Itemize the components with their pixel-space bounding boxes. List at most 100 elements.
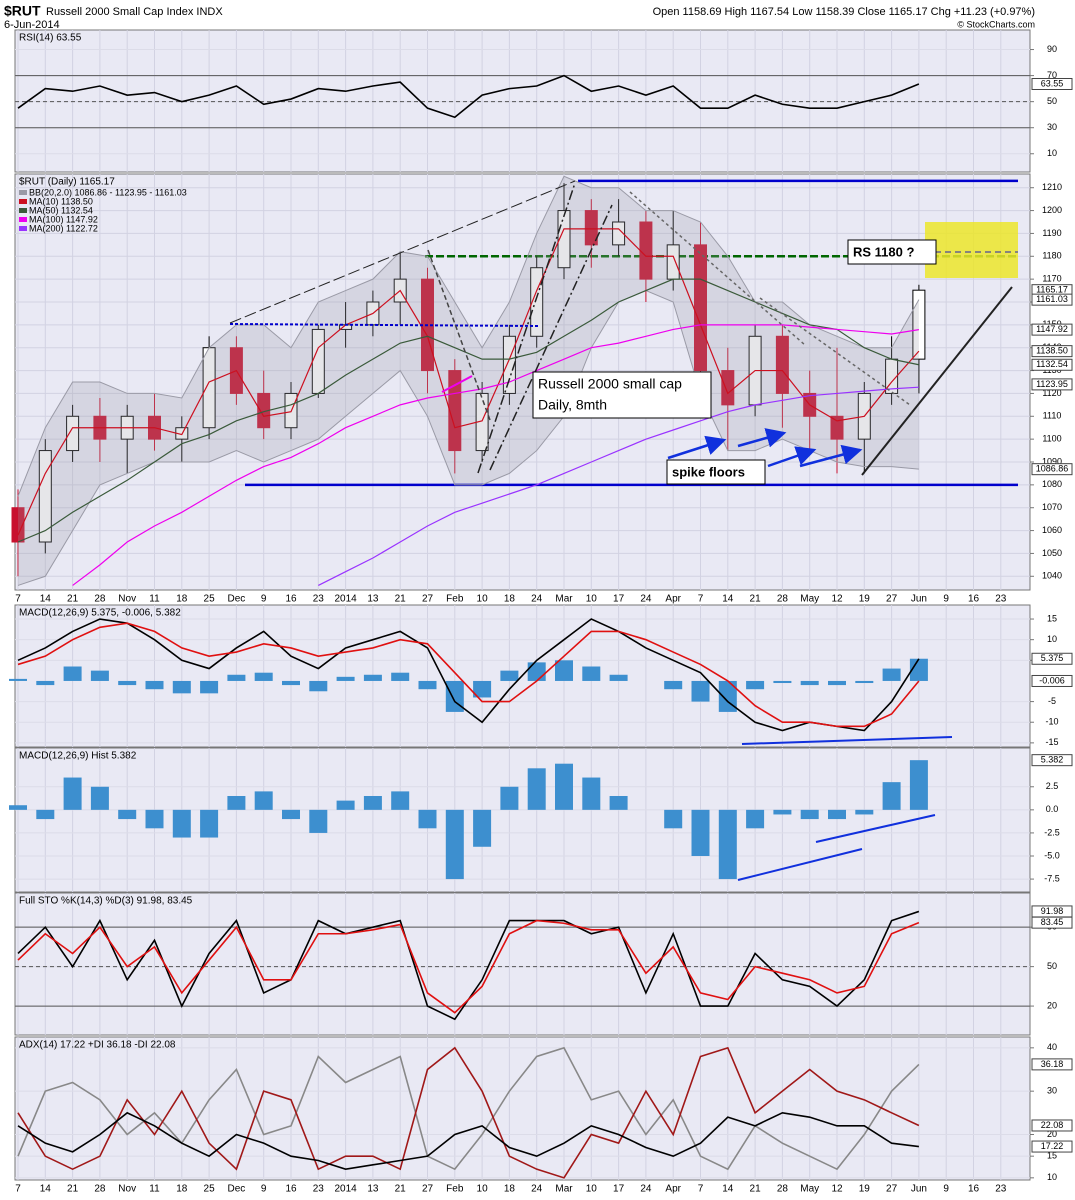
candle-body	[612, 221, 626, 246]
value-tag	[1031, 652, 1073, 665]
x-tick-label: 28	[94, 1184, 106, 1195]
y-tick-label: 1170	[1042, 274, 1061, 284]
bar	[664, 809, 683, 829]
bar	[828, 809, 846, 820]
bar	[63, 777, 82, 810]
y-tick-label: 30	[1047, 122, 1057, 132]
y-tick-label: 50	[1047, 96, 1057, 106]
x-tick-label: 9	[943, 1184, 949, 1195]
trend-line	[441, 375, 473, 393]
legend-swatch	[19, 190, 27, 195]
bar	[500, 670, 519, 681]
credit: © StockCharts.com	[957, 19, 1035, 29]
bar	[309, 680, 328, 692]
value-tag-label: 1138.50	[1036, 346, 1068, 356]
bar	[118, 809, 137, 820]
x-tick-label: Apr	[665, 1184, 681, 1195]
value-tag	[1031, 345, 1073, 358]
panel-title: MACD(12,26,9) Hist 5.382	[19, 751, 137, 762]
x-tick-label: Mar	[555, 594, 573, 605]
bar	[855, 680, 874, 684]
bar	[473, 809, 492, 847]
panel-title: $RUT (Daily) 1165.17	[19, 177, 115, 188]
x-tick-label: Apr	[665, 594, 681, 605]
y-tick-label: -5.0	[1044, 850, 1060, 860]
bar	[172, 809, 191, 838]
y-tick-label: 1100	[1042, 434, 1061, 444]
value-tag-label: 22.08	[1041, 1120, 1064, 1130]
bar	[309, 809, 328, 833]
value-tag-label: 1165.17	[1036, 285, 1068, 295]
x-tick-label: 21	[750, 1184, 762, 1195]
note: Russell 2000 small cap	[538, 376, 682, 392]
legend-label: MA(10) 1138.50	[29, 196, 93, 206]
value-tag-label: 5.375	[1041, 653, 1064, 663]
value-tag-label: 1147.92	[1036, 324, 1068, 334]
x-tick-label: 23	[313, 594, 325, 605]
bar	[118, 680, 137, 686]
bar	[855, 809, 874, 815]
trend-line	[741, 736, 953, 745]
symbol: $RUT	[4, 3, 41, 19]
x-tick-label: 27	[422, 1184, 434, 1195]
x-tick-label: 28	[777, 594, 789, 605]
value-tag	[1031, 674, 1073, 687]
x-tick-label: 24	[640, 1184, 652, 1195]
x-tick-label: 17	[613, 1184, 625, 1195]
series-line	[17, 1046, 920, 1171]
panel-title: ADX(14) 17.22 +DI 36.18 -DI 22.08	[19, 1040, 176, 1051]
x-tick-label: 25	[204, 594, 216, 605]
arrow	[667, 435, 727, 460]
x-tick-label: 14	[722, 594, 734, 605]
value-tag-label: 1132.54	[1036, 359, 1068, 369]
bar	[172, 680, 191, 694]
value-tag	[1031, 378, 1073, 391]
series-line	[72, 324, 919, 586]
bar	[282, 680, 300, 686]
x-tick-label: 27	[422, 594, 434, 605]
series-line	[318, 386, 919, 586]
bar	[363, 796, 382, 810]
x-tick-label: 13	[367, 1184, 379, 1195]
trend-line	[737, 848, 863, 881]
bar	[36, 680, 55, 686]
candle-body	[912, 289, 926, 360]
note-box	[666, 459, 766, 485]
x-tick-label: 7	[698, 1184, 704, 1195]
panel-title: MACD(12,26,9) 5.375, -0.006, 5.382	[19, 608, 181, 619]
bar	[582, 666, 601, 681]
y-tick-label: 1110	[1043, 411, 1062, 421]
x-tick-label: 9	[943, 594, 949, 605]
y-tick-label: 15	[1047, 613, 1057, 623]
x-tick-label: 12	[831, 594, 843, 605]
bar	[773, 680, 792, 684]
x-tick-label: 10	[477, 1184, 489, 1195]
y-tick-label: -10	[1045, 717, 1058, 727]
series-line	[17, 618, 920, 732]
bar	[718, 809, 737, 880]
x-tick-label: Feb	[446, 1184, 464, 1195]
bar	[36, 809, 55, 820]
x-tick-label: 18	[176, 1184, 188, 1195]
y-tick-label: 2.5	[1046, 781, 1059, 791]
arrow	[737, 428, 787, 448]
bar	[227, 796, 246, 810]
x-tick-label: 27	[886, 1184, 898, 1195]
bar	[200, 809, 219, 838]
y-tick-label: 30	[1047, 1086, 1057, 1096]
value-tag	[1031, 323, 1073, 336]
panel-title: Full STO %K(14,3) %D(3) 91.98, 83.45	[19, 896, 193, 907]
x-tick-label: 28	[94, 594, 106, 605]
series-line	[17, 74, 920, 119]
value-tag-label: 63.55	[1041, 78, 1064, 88]
y-tick-label: -5	[1048, 696, 1056, 706]
x-tick-label: 18	[504, 594, 516, 605]
x-tick-label: 21	[395, 594, 407, 605]
x-tick-label: 7	[15, 594, 21, 605]
quote: Open 1158.69 High 1167.54 Low 1158.39 Cl…	[653, 6, 1035, 18]
x-tick-label: 21	[67, 1184, 79, 1195]
x-tick-label: 25	[204, 1184, 216, 1195]
y-tick-label: 10	[1047, 1172, 1057, 1182]
